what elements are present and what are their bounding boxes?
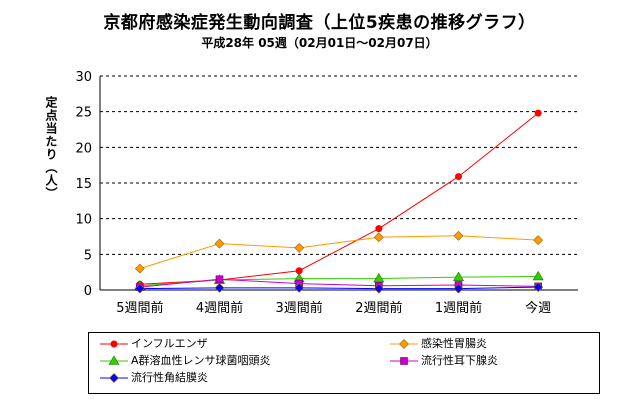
data-point [214, 282, 225, 293]
data-point [295, 267, 303, 275]
series-line-1 [139, 112, 539, 285]
legend: インフルエンザ 感染性胃腸炎 A群溶血性レンサ球菌咽頭炎 流行性耳下腺炎流行性角結膜炎 [88, 332, 600, 394]
legend-label: 流行性角結膜炎 [131, 371, 208, 384]
legend-label: 流行性耳下腺炎 [421, 354, 498, 367]
x-tick-label: 5週間前 [116, 300, 163, 316]
legend-label: 感染性胃腸炎 [421, 337, 487, 350]
y-tick-label: 15 [75, 177, 92, 192]
data-point [453, 230, 464, 241]
legend-label: インフルエンザ [131, 337, 208, 350]
legend-item: 流行性耳下腺炎 [389, 354, 498, 368]
legend-swatch-marker [400, 357, 408, 365]
y-tick-label: 20 [75, 141, 92, 156]
series-line-2 [139, 235, 539, 270]
data-point [373, 283, 384, 294]
legend-item: 流行性角結膜炎 [99, 371, 208, 385]
legend-swatch [100, 355, 128, 365]
data-point [455, 173, 462, 181]
data-point [373, 232, 384, 243]
data-point [533, 282, 544, 293]
x-tick-label: 1週間前 [435, 300, 482, 316]
x-tick-label: 3週間前 [276, 300, 323, 316]
legend-item: A群溶血性レンサ球菌咽頭炎 [99, 354, 271, 368]
chart-title: 京都府感染症発生動向調査（上位5疾患の推移グラフ） [103, 13, 536, 33]
y-tick-label: 30 [75, 70, 92, 85]
legend-item: インフルエンザ [99, 337, 208, 351]
data-point [533, 235, 544, 245]
y-axis-label: 定点当たり（人） [44, 96, 58, 200]
legend-label: A群溶血性レンサ球菌咽頭炎 [131, 354, 271, 367]
y-tick-label: 0 [84, 284, 92, 299]
legend-swatch [390, 357, 418, 365]
data-point [375, 225, 383, 233]
x-tick-label: 2週間前 [355, 300, 402, 316]
data-point [534, 109, 542, 117]
data-point [214, 238, 225, 249]
legend-swatch-marker [110, 340, 118, 348]
x-tick-label: 今週 [525, 300, 551, 316]
legend-swatch-marker [399, 339, 409, 349]
series-line-5 [139, 286, 539, 290]
legend-swatch-marker [108, 355, 120, 365]
chart-subtitle: 平成28年 05週（02月01日〜02月07日） [201, 36, 438, 50]
legend-swatch [100, 373, 128, 383]
legend-swatch-marker [109, 373, 119, 383]
y-tick-label: 25 [75, 106, 92, 121]
series-line-4 [139, 278, 539, 288]
data-point [215, 275, 224, 284]
legend-swatch [100, 340, 128, 348]
y-tick-label: 10 [75, 213, 92, 228]
data-point [532, 270, 544, 281]
data-point [134, 263, 145, 274]
data-point [452, 271, 465, 281]
x-tick-label: 4週間前 [196, 300, 243, 316]
y-tick-label: 5 [84, 248, 92, 263]
data-point [294, 282, 305, 293]
data-point [373, 272, 385, 283]
legend-swatch [390, 339, 418, 349]
legend-item: 感染性胃腸炎 [389, 337, 487, 351]
data-point [294, 242, 305, 253]
data-point [453, 283, 464, 294]
data-point [134, 283, 145, 294]
